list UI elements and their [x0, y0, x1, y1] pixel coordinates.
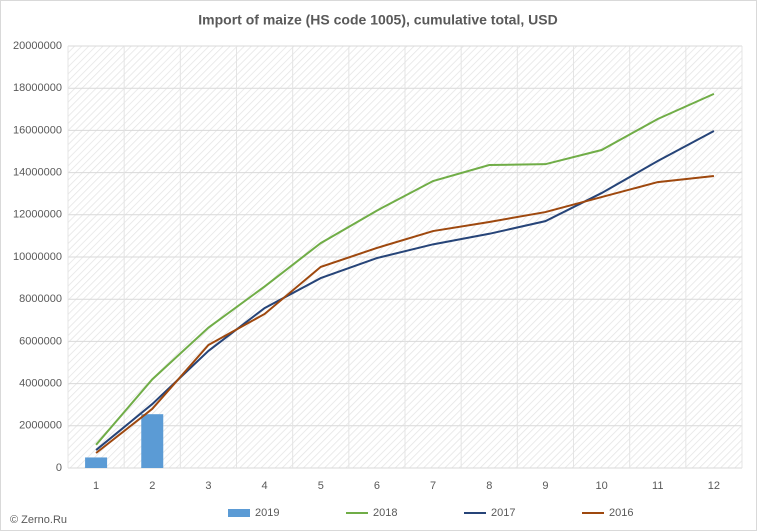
legend-label: 2017	[491, 507, 515, 519]
x-tick-label: 2	[149, 480, 155, 492]
x-tick-label: 3	[205, 480, 211, 492]
y-tick-label: 6000000	[19, 335, 62, 347]
watermark: © Zerno.Ru	[10, 514, 67, 526]
x-tick-label: 8	[486, 480, 492, 492]
bar	[85, 457, 108, 468]
x-tick-label: 5	[318, 480, 324, 492]
line	[95, 92, 715, 446]
y-tick-label: 8000000	[19, 293, 62, 305]
x-tick-label: 11	[652, 480, 663, 492]
x-tick-label: 4	[262, 480, 268, 492]
x-tick-label: 9	[542, 480, 548, 492]
line	[95, 130, 715, 451]
y-tick-label: 12000000	[13, 209, 62, 221]
x-tick-label: 1	[93, 480, 99, 492]
legend-label: 2016	[609, 507, 633, 519]
y-tick-label: 14000000	[13, 167, 62, 179]
x-tick-label: 7	[430, 480, 436, 492]
legend-label: 2019	[255, 507, 279, 519]
y-tick-label: 20000000	[13, 40, 62, 52]
x-tick-label: 6	[374, 480, 380, 492]
legend-label: 2018	[373, 507, 397, 519]
y-tick-label: 10000000	[13, 251, 62, 263]
y-tick-label: 16000000	[13, 124, 62, 136]
line	[95, 174, 715, 454]
y-tick-label: 0	[56, 462, 62, 474]
x-tick-label: 12	[708, 480, 720, 492]
legend-swatch	[228, 509, 250, 517]
x-tick-label: 10	[595, 480, 607, 492]
chart-title: Import of maize (HS code 1005), cumulati…	[198, 12, 557, 28]
bar	[141, 414, 164, 468]
y-tick-label: 18000000	[13, 82, 62, 94]
y-tick-label: 4000000	[19, 378, 62, 390]
y-tick-label: 2000000	[19, 420, 62, 432]
